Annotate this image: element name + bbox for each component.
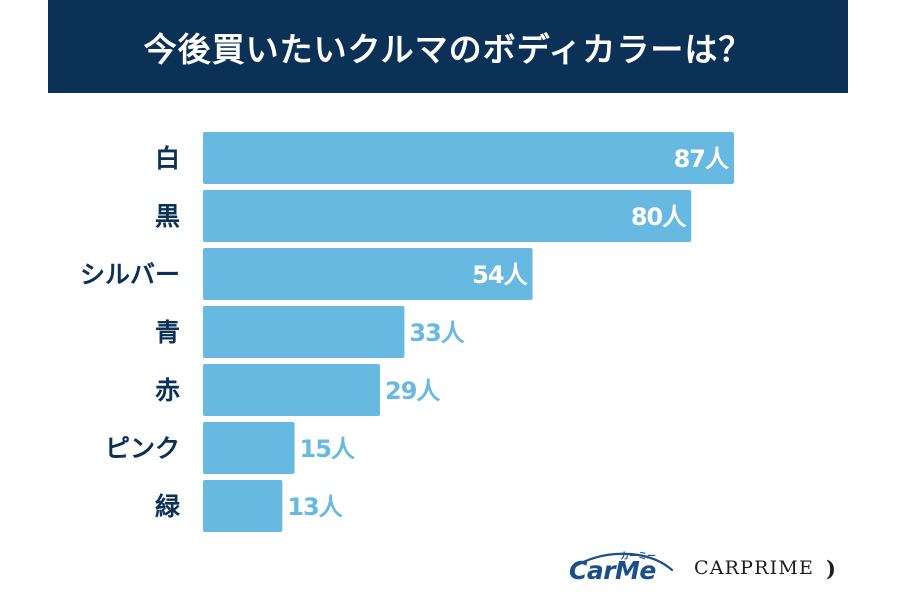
carme-logo-text: CarMe — [569, 556, 656, 585]
value-label-3: 33人 — [409, 319, 464, 347]
value-label-6: 13人 — [287, 493, 342, 521]
bar-4 — [203, 364, 380, 416]
bar-5 — [203, 422, 295, 474]
bar-2 — [203, 248, 533, 300]
value-label-1: 80人 — [631, 203, 686, 231]
carme-car-outline-icon — [570, 552, 674, 572]
category-label-5: ピンク — [105, 434, 180, 463]
bar-1 — [203, 190, 692, 242]
bar-0 — [203, 132, 734, 184]
value-label-5: 15人 — [300, 435, 355, 463]
category-label-3: 青 — [155, 318, 180, 347]
bar-3 — [203, 306, 405, 358]
category-label-2: シルバー — [80, 260, 180, 289]
title-banner: 今後買いたいクルマのボディカラーは？ — [48, 0, 848, 93]
carprime-logo-mark: ) — [826, 556, 836, 581]
category-label-0: 白 — [155, 144, 180, 173]
value-label-0: 87人 — [674, 145, 729, 173]
carprime-logo-text: CARPRIME — [694, 557, 815, 579]
bar-6 — [203, 480, 283, 532]
category-label-6: 緑 — [155, 492, 181, 521]
chart-title: 今後買いたいクルマのボディカラーは？ — [143, 29, 753, 69]
category-label-4: 赤 — [155, 376, 180, 405]
value-label-2: 54人 — [472, 261, 527, 289]
category-label-1: 黒 — [155, 202, 180, 231]
carme-logo-sub: カーミー — [620, 552, 657, 562]
value-label-4: 29人 — [385, 377, 440, 405]
